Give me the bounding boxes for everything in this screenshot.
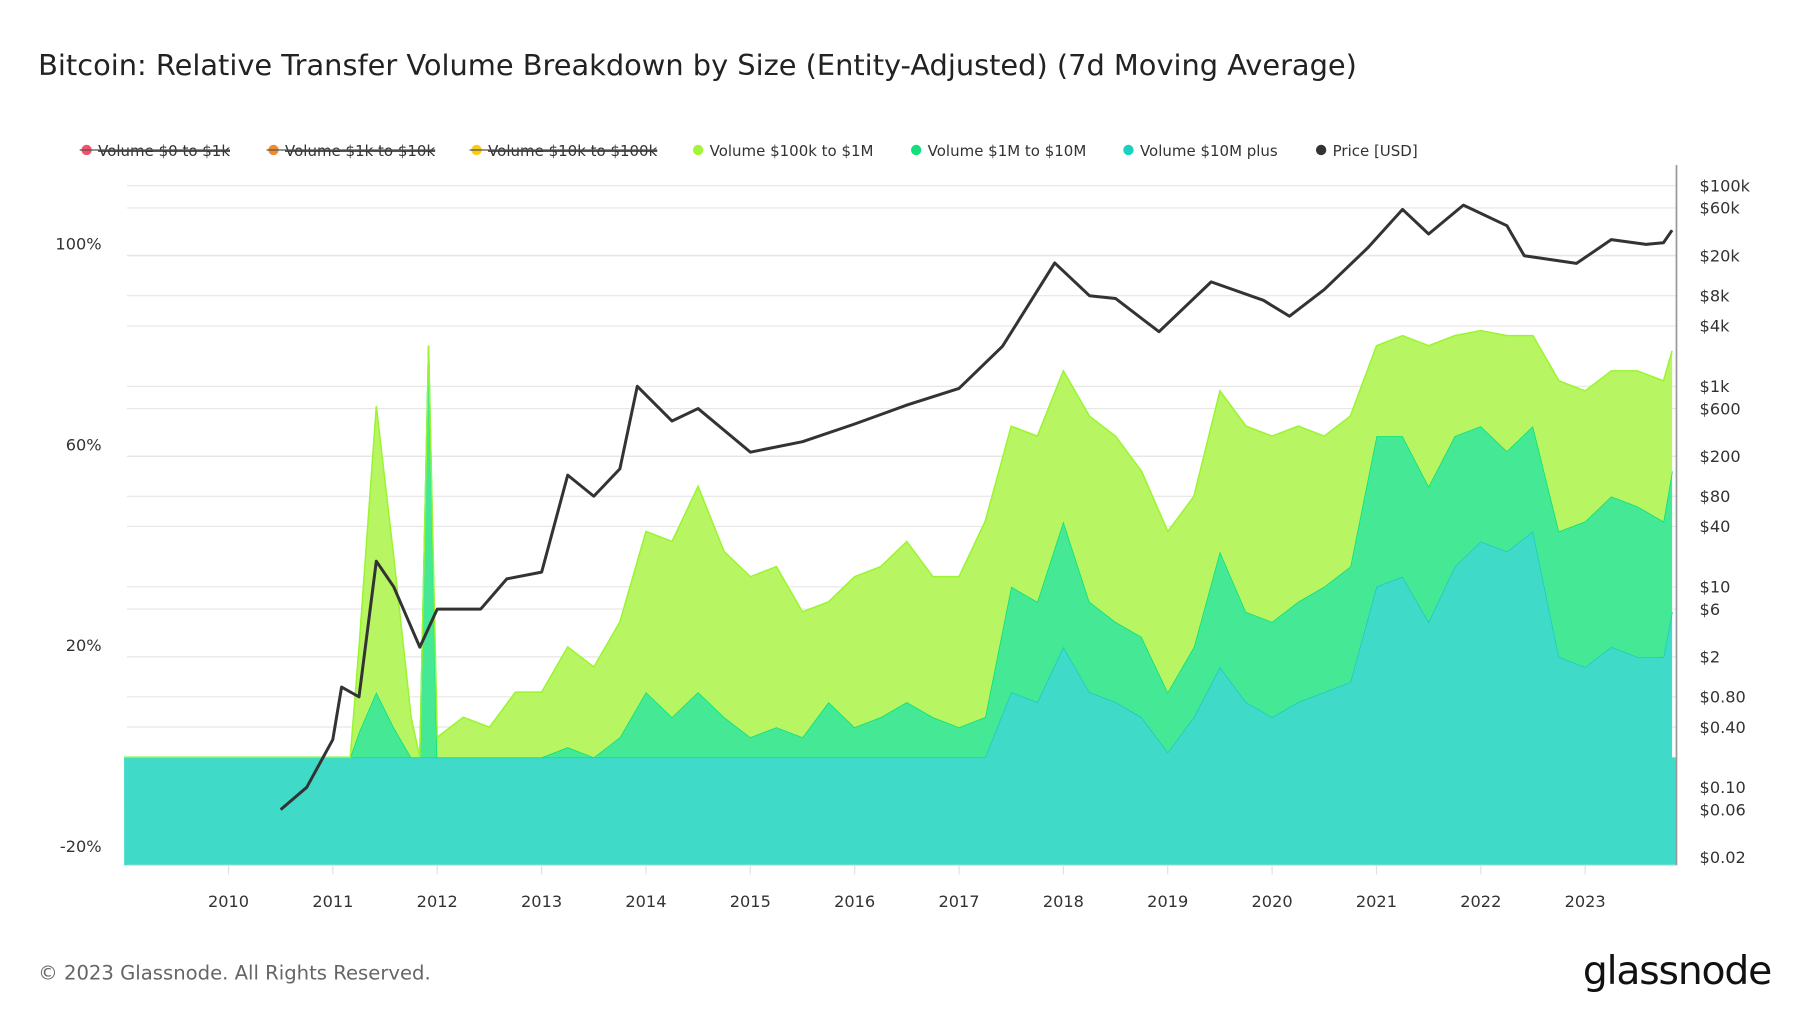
chart-title: Bitcoin: Relative Transfer Volume Breakd…	[38, 48, 1357, 82]
y-right-tick-label: $2	[1700, 648, 1721, 667]
y-right-tick-label: $600	[1700, 399, 1741, 418]
y-right-tick-label: $10	[1700, 578, 1731, 597]
legend-label: Price [USD]	[1333, 142, 1418, 160]
y-right-tick-label: $40	[1700, 517, 1731, 536]
x-axis: 2010 2011 2012 2013 2014 2015 2016 2017 2018 2019…	[208, 865, 1606, 911]
x-tick-label: 2022	[1460, 892, 1501, 911]
x-tick-label: 2019	[1147, 892, 1188, 911]
y-right-tick-label: $0.40	[1700, 718, 1746, 737]
y-right-tick-label: $0.06	[1700, 800, 1746, 819]
y-axis-left: 100% 60% 20% -20%	[55, 235, 101, 856]
legend-label: Volume $10k to $100k	[488, 142, 657, 160]
y-right-tick-label: $0.10	[1700, 778, 1746, 797]
legend-dot-icon	[1315, 144, 1327, 156]
y-left-tick-label: 20%	[66, 636, 102, 655]
legend-item[interactable]: Volume $10k to $100k	[469, 142, 658, 160]
x-tick-label: 2021	[1356, 892, 1397, 911]
area-volume-1m-to-10m	[124, 345, 1673, 758]
legend-label: Volume $1M to $10M	[928, 142, 1087, 160]
y-right-tick-label: $0.80	[1700, 688, 1746, 707]
x-tick-label: 2010	[208, 892, 249, 911]
y-right-tick-label: $100k	[1700, 176, 1751, 195]
legend-dot-icon	[1123, 144, 1134, 156]
y-right-tick-label: $80	[1700, 487, 1731, 506]
legend: Volume $0 to $1k Volume $1k to $10k Volume…	[79, 142, 1418, 160]
price-series	[279, 203, 1674, 811]
legend-label: Volume $1k to $10k	[285, 142, 435, 160]
stacked-areas	[124, 329, 1677, 866]
legend-dot-icon	[910, 144, 922, 156]
line-volume-100k-to-1m	[124, 329, 1673, 759]
y-right-tick-label: $20k	[1700, 247, 1741, 266]
legend-item[interactable]: Price [USD]	[1315, 142, 1418, 160]
y-right-tick-label: $60k	[1700, 199, 1741, 218]
legend-item[interactable]: Volume $0 to $1k	[79, 142, 231, 160]
x-tick-label: 2014	[625, 892, 666, 911]
y-left-tick-label: 60%	[66, 435, 102, 454]
legend-label: Volume $100k to $1M	[710, 142, 874, 160]
area-volume-100k-to-1m	[124, 330, 1673, 758]
y-right-tick-label: $200	[1700, 447, 1741, 466]
legend-item[interactable]: Volume $1M to $10M	[910, 142, 1087, 160]
x-tick-label: 2023	[1565, 892, 1606, 911]
y-right-tick-label: $6	[1700, 600, 1721, 619]
legend-item[interactable]: Volume $100k to $1M	[692, 142, 874, 160]
x-tick-label: 2018	[1043, 892, 1084, 911]
price-line	[279, 203, 1674, 811]
glassnode-logo: glassnode	[1583, 949, 1771, 994]
x-tick-label: 2012	[417, 892, 458, 911]
y-right-tick-label: $8k	[1700, 286, 1731, 305]
legend-dot-icon	[692, 144, 704, 156]
y-right-tick-label: $4k	[1700, 317, 1731, 336]
legend-label: Volume $10M plus	[1140, 142, 1278, 160]
y-right-tick-label: $0.02	[1700, 848, 1746, 867]
y-axis-right: $100k $60k $20k $8k $4k $1k $600 $200 $80 $40 $10 $…	[1700, 176, 1751, 867]
x-tick-label: 2015	[730, 892, 771, 911]
x-tick-label: 2017	[938, 892, 979, 911]
y-left-tick-label: 100%	[55, 235, 101, 254]
y-left-tick-label: -20%	[60, 837, 102, 856]
legend-item[interactable]: Volume $10M plus	[1123, 142, 1278, 160]
copyright-text: © 2023 Glassnode. All Rights Reserved.	[38, 962, 431, 985]
area-volume-10m-plus	[124, 531, 1673, 866]
x-tick-label: 2011	[312, 892, 353, 911]
x-tick-label: 2020	[1252, 892, 1293, 911]
legend-item[interactable]: Volume $1k to $10k	[266, 142, 436, 160]
y-right-tick-label: $1k	[1700, 377, 1731, 396]
x-tick-label: 2013	[521, 892, 562, 911]
x-tick-label: 2016	[834, 892, 875, 911]
legend-label: Volume $0 to $1k	[98, 142, 230, 160]
